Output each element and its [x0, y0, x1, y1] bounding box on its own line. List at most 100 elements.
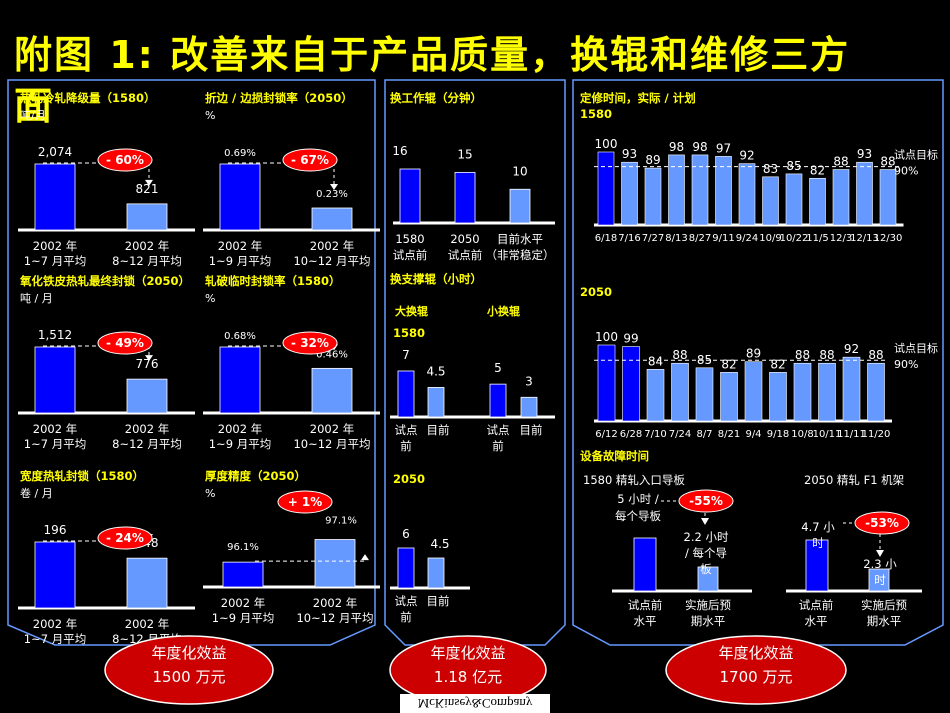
chart-fault-2050-value-label-2: 2.3 小: [863, 557, 897, 571]
chart-maintenance-2050-bar-2: [622, 346, 640, 422]
chart-work-roll-change-title: 换工作辊（分钟）: [390, 91, 482, 105]
chart-work-roll-change-bar-3: [509, 188, 531, 224]
chart-edge-damage-rate-unit: %: [205, 109, 215, 122]
chart-maintenance-2050-value-label-3: 84: [648, 354, 663, 368]
chart-maintenance-1580-value-label-8: 83: [763, 162, 778, 176]
chart-rolling-break-rate-bar-1: [219, 346, 261, 414]
chart-thickness-accuracy-category-2: 10~12 月平均: [296, 611, 373, 625]
chart-cold-rolled-downgrade-bar-2: [126, 203, 168, 231]
benefit-ellipse-3-label: 年度化效益: [718, 644, 793, 662]
chart-oxide-scale-block-category-1: 2002 年: [33, 422, 77, 436]
chart-backup-roll-change-value-label-3: 5: [494, 361, 502, 375]
chart-edge-damage-rate-bar-1: [219, 163, 261, 231]
chart-backup-roll-change-value-label-2: 4.5: [426, 364, 445, 378]
benefit-ellipse-2-value: 1.18 亿元: [434, 668, 502, 686]
chart-fault-1580-badge: [678, 489, 734, 513]
chart-work-roll-change-category-3: 目前水平: [497, 232, 543, 246]
chart-maintenance-1580-category-1: 6/18: [595, 233, 617, 244]
chart-width-block-value-label-1: 196: [44, 523, 67, 537]
chart-thickness-accuracy-bar-1: [222, 561, 264, 588]
chart-fault-2050-bar-2: [868, 568, 890, 592]
chart-thickness-accuracy-badge-label: + 1%: [288, 495, 323, 509]
brand-footer: McKinsey&Company: [400, 694, 550, 713]
chart-maintenance-2050-value-label-12: 88: [868, 348, 883, 362]
chart-maintenance-1580-category-5: 8/27: [689, 233, 711, 244]
chart-rolling-break-rate-category-2: 2002 年: [310, 422, 354, 436]
chart-maintenance-1580-value-label-7: 92: [739, 149, 754, 163]
chart-thickness-accuracy-category-1: 2002 年: [221, 596, 265, 610]
chart-fault-1580-bar-2: [697, 566, 719, 592]
chart-width-block-badge: [97, 526, 153, 550]
chart-maintenance-1580-target-label: 试点目标: [894, 148, 938, 162]
chart-fault-1580-value-label-2: 板: [700, 562, 712, 576]
benefit-ellipse-3-value: 1700 万元: [720, 668, 793, 686]
chart-maintenance-2050-category-12: 11/20: [862, 429, 891, 440]
chart-maintenance-1580-value-label-9: 85: [786, 159, 801, 173]
chart-backup-roll-change-category-1: 试点: [395, 423, 418, 437]
chart-fault-1580-badge-label: -55%: [689, 494, 723, 508]
chart-fault-1580-category-2: 期水平: [691, 614, 726, 628]
chart-maintenance-1580-value-label-1: 100: [595, 137, 618, 151]
chart-edge-damage-rate-category-2: 2002 年: [310, 239, 354, 253]
chart-fault-2050-value-label-1: 4.7 小: [801, 520, 835, 534]
chart-edge-damage-rate-arrow-head: [330, 184, 338, 190]
chart-cold-rolled-downgrade-unit: 吨/月: [20, 109, 46, 122]
chart-edge-damage-rate-bar-2: [311, 207, 353, 231]
chart-backup-roll-2050-category-1: 试点: [395, 594, 418, 608]
chart-maintenance-2050-bar-12: [867, 362, 885, 422]
chart-thickness-accuracy-category-2: 2002 年: [313, 596, 357, 610]
chart-maintenance-1580-category-6: 9/11: [712, 233, 734, 244]
chart-maintenance-1580-category-3: 7/27: [642, 233, 664, 244]
chart-rolling-break-rate-category-2: 10~12 月平均: [293, 437, 370, 451]
chart-maintenance-2050-bar-10: [818, 362, 836, 422]
chart-fault-1580-bar-1: [633, 537, 657, 592]
chart-maintenance-1580-subtitle: 1580: [580, 107, 612, 121]
chart-backup-roll-change-category-3: 前: [492, 439, 504, 453]
chart-edge-damage-rate-value-label-1: 0.69%: [224, 148, 256, 159]
chart-width-block-title: 宽度热轧封锁（1580）: [19, 469, 144, 483]
chart-maintenance-1580-category-10: 11/5: [806, 233, 828, 244]
chart-cold-rolled-downgrade-badge-label: - 60%: [106, 153, 144, 167]
chart-maintenance-1580-bar-7: [738, 163, 756, 226]
chart-cold-rolled-downgrade-category-2: 2002 年: [125, 239, 169, 253]
chart-maintenance-2050-value-label-7: 89: [746, 347, 761, 361]
chart-oxide-scale-block-value-label-2: 776: [136, 357, 159, 371]
chart-maintenance-2050-bar-11: [842, 356, 861, 422]
chart-oxide-scale-block-category-2: 2002 年: [125, 422, 169, 436]
chart-backup-roll-2050-subtitle: 2050: [393, 472, 425, 486]
chart-fault-2050-value-label-1: 时: [812, 536, 824, 550]
chart-fault-1580-title: 设备故障时间: [580, 449, 649, 463]
chart-fault-1580-category-1: 试点前: [628, 598, 663, 612]
chart-maintenance-2050-category-2: 6/28: [620, 429, 642, 440]
chart-maintenance-1580-value-label-11: 88: [833, 155, 848, 169]
chart-thickness-accuracy-arrow-head: [361, 554, 369, 561]
chart-oxide-scale-block-badge: [97, 331, 153, 355]
chart-backup-roll-2050-category-2: 目前: [427, 594, 450, 608]
chart-edge-damage-rate-title: 折边 / 边损封锁率（2050）: [205, 91, 353, 105]
chart-maintenance-2050-value-label-8: 82: [770, 357, 785, 371]
chart-backup-roll-change-group-large: 大换辊: [395, 304, 428, 318]
chart-fault-2050-category-2: 实施后预: [861, 598, 907, 612]
chart-edge-damage-rate-value-label-2: 0.23%: [316, 189, 348, 200]
chart-fault-2050-category-2: 期水平: [867, 614, 902, 628]
benefit-ellipse-1-value: 1500 万元: [153, 668, 226, 686]
panel-quality-border: [7, 79, 376, 646]
chart-cold-rolled-downgrade-title: 热轧冷轧降级量（1580）: [20, 91, 156, 105]
chart-backup-roll-change-title: 换支撑辊（小时）: [390, 272, 482, 286]
chart-fault-2050-subtitle: 2050 精轧 F1 机架: [804, 473, 904, 487]
panel-roll-change-border: [384, 79, 566, 646]
chart-backup-roll-2050-category-1: 前: [400, 610, 412, 624]
chart-width-block-badge-label: - 24%: [106, 531, 144, 545]
chart-maintenance-2050-value-label-9: 88: [795, 348, 810, 362]
chart-maintenance-2050-bar-4: [671, 362, 689, 422]
chart-maintenance-1580-value-label-5: 98: [692, 140, 707, 154]
chart-width-block-unit: 卷 / 月: [20, 486, 53, 500]
chart-backup-roll-2050-bar-2: [427, 557, 445, 589]
panel-maintenance-border: [572, 79, 944, 646]
chart-maintenance-1580-category-9: 10/22: [780, 233, 809, 244]
chart-maintenance-2050-target-label: 90%: [894, 358, 918, 371]
chart-maintenance-2050-category-11: 11/11: [837, 429, 866, 440]
benefit-ellipse-2-label: 年度化效益: [430, 644, 505, 662]
chart-work-roll-change-category-3: （非常稳定）: [486, 248, 555, 262]
chart-maintenance-2050-category-8: 9/18: [767, 429, 789, 440]
